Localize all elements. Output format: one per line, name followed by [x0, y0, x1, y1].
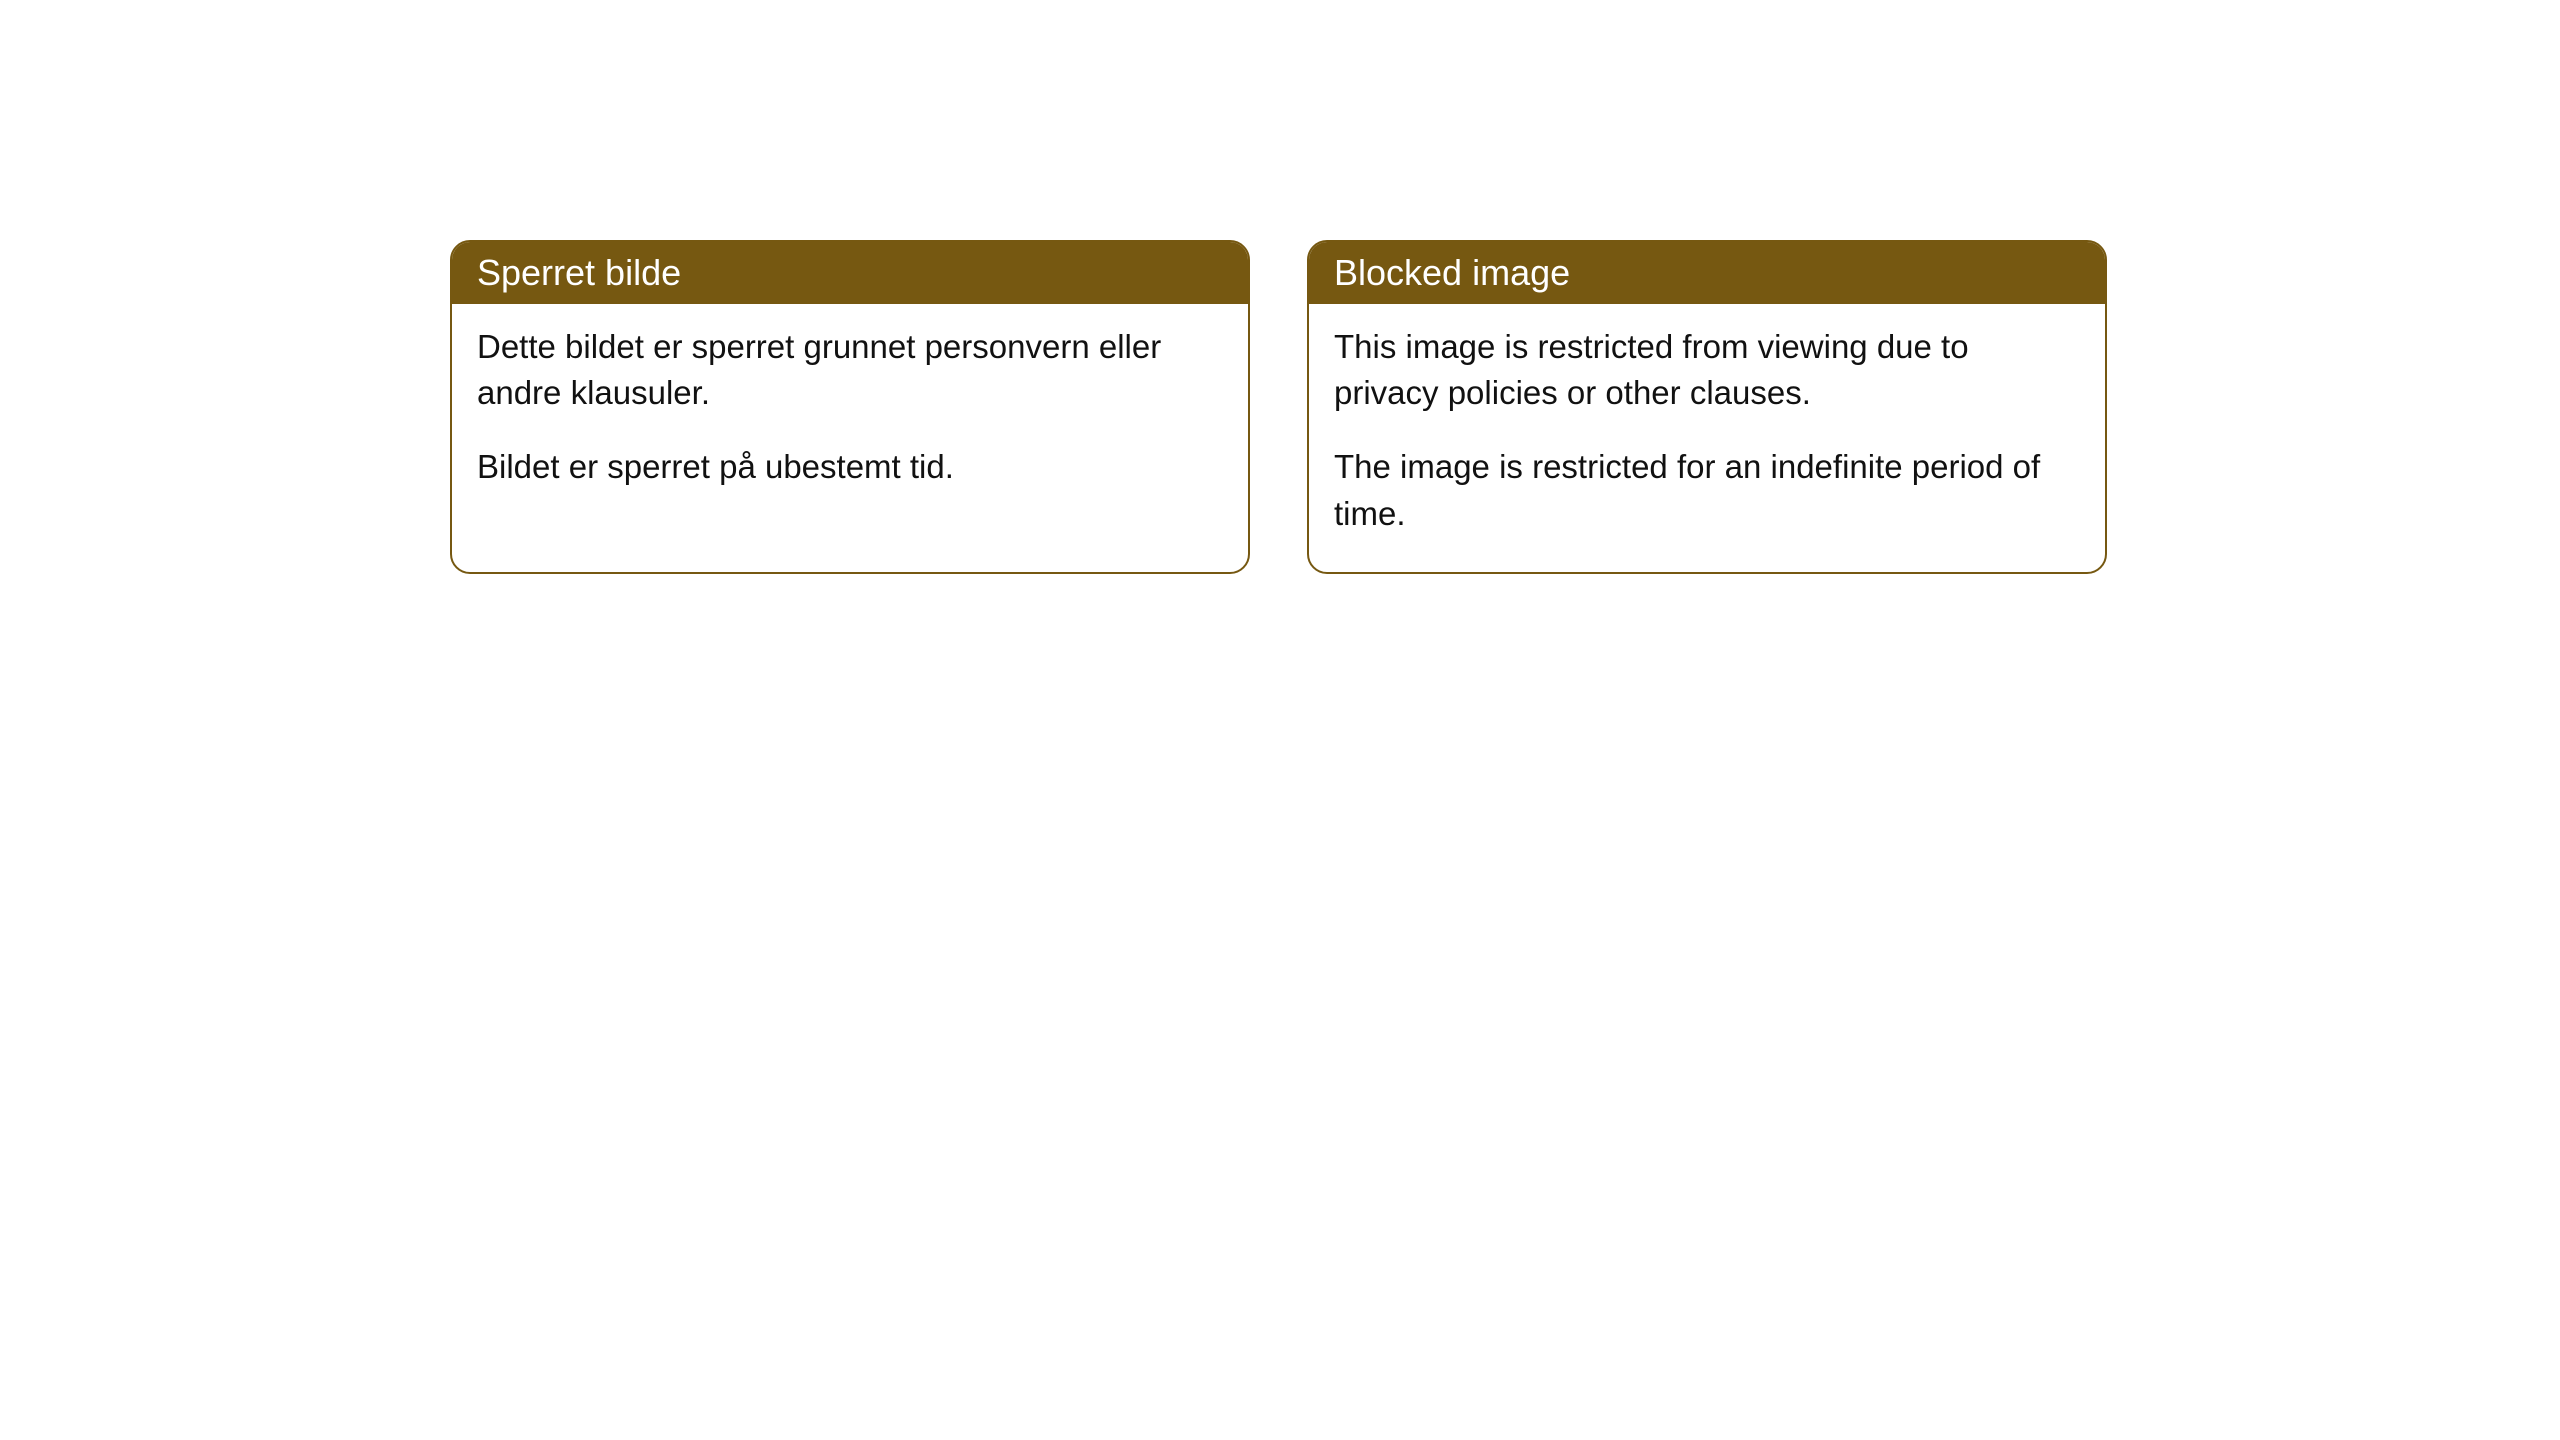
notice-card-english: Blocked image This image is restricted f…	[1307, 240, 2107, 574]
card-paragraph: Dette bildet er sperret grunnet personve…	[477, 324, 1223, 416]
card-paragraph: Bildet er sperret på ubestemt tid.	[477, 444, 1223, 490]
card-title: Blocked image	[1334, 252, 1570, 293]
card-body-norwegian: Dette bildet er sperret grunnet personve…	[452, 304, 1248, 526]
notice-card-norwegian: Sperret bilde Dette bildet er sperret gr…	[450, 240, 1250, 574]
card-paragraph: The image is restricted for an indefinit…	[1334, 444, 2080, 536]
card-body-english: This image is restricted from viewing du…	[1309, 304, 2105, 572]
notice-cards-container: Sperret bilde Dette bildet er sperret gr…	[450, 240, 2107, 574]
card-paragraph: This image is restricted from viewing du…	[1334, 324, 2080, 416]
card-header-norwegian: Sperret bilde	[452, 242, 1248, 304]
card-title: Sperret bilde	[477, 252, 681, 293]
card-header-english: Blocked image	[1309, 242, 2105, 304]
